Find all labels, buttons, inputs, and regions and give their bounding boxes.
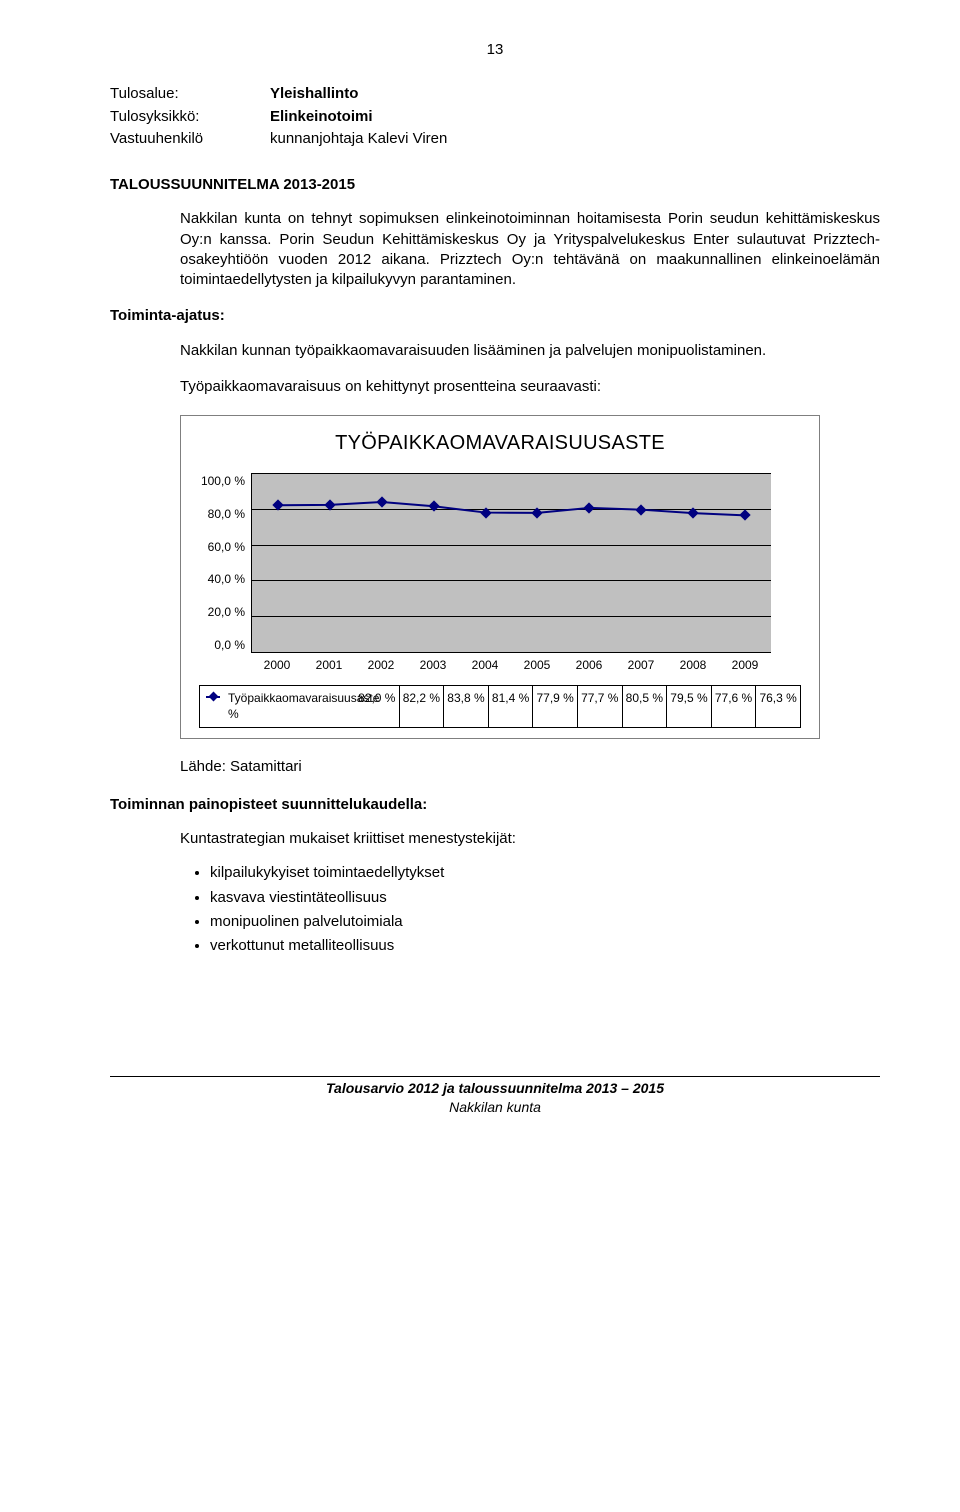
chart-plot-area — [251, 473, 771, 653]
list-item: kasvava viestintäteollisuus — [210, 888, 880, 908]
chart-y-axis: 100,0 % 80,0 % 60,0 % 40,0 % 20,0 % 0,0 … — [199, 473, 251, 653]
x-tick: 2007 — [615, 657, 667, 673]
paragraph: Nakkilan kunnan työpaikkaomavaraisuuden … — [180, 341, 880, 361]
legend-value: 80,5 % — [623, 685, 668, 727]
x-tick: 2006 — [563, 657, 615, 673]
footer-line-2: Nakkilan kunta — [110, 1098, 880, 1117]
list-item: monipuolinen palvelutoimiala — [210, 912, 880, 932]
section-heading-plan: TALOUSSUUNNITELMA 2013-2015 — [110, 175, 880, 195]
legend-value: 82,2 % — [400, 685, 445, 727]
def-value: kunnanjohtaja Kalevi Viren — [270, 129, 447, 149]
x-tick: 2005 — [511, 657, 563, 673]
y-tick: 60,0 % — [208, 539, 245, 555]
chart-title: TYÖPAIKKAOMAVARAISUUSASTE — [199, 430, 801, 457]
legend-series-label: Työpaikkaomavaraisuusaste % — [199, 685, 355, 727]
section-heading-priorities: Toiminnan painopisteet suunnittelukaudel… — [110, 795, 880, 815]
y-tick: 0,0 % — [214, 637, 245, 653]
legend-value: 76,3 % — [756, 685, 801, 727]
legend-value: 77,6 % — [712, 685, 757, 727]
list-item: kilpailukykyiset toimintaedellytykset — [210, 863, 880, 883]
legend-value: 77,9 % — [533, 685, 578, 727]
def-row: Tulosalue: Yleishallinto — [110, 84, 880, 104]
def-value: Elinkeinotoimi — [270, 107, 373, 127]
legend-value: 81,4 % — [489, 685, 534, 727]
chart-source: Lähde: Satamittari — [180, 757, 880, 777]
footer-line-1: Talousarvio 2012 ja taloussuunnitelma 20… — [110, 1079, 880, 1098]
y-tick: 20,0 % — [208, 604, 245, 620]
x-tick: 2000 — [251, 657, 303, 673]
x-tick: 2003 — [407, 657, 459, 673]
paragraph: Työpaikkaomavaraisuus on kehittynyt pros… — [180, 377, 880, 397]
legend-value: 83,8 % — [444, 685, 489, 727]
list-item: verkottunut metalliteollisuus — [210, 936, 880, 956]
x-tick: 2001 — [303, 657, 355, 673]
chart-legend-row: Työpaikkaomavaraisuusaste % 82,0 % 82,2 … — [199, 685, 801, 727]
y-tick: 40,0 % — [208, 571, 245, 587]
x-tick: 2002 — [355, 657, 407, 673]
def-row: Tulosyksikkö: Elinkeinotoimi — [110, 107, 880, 127]
section-heading-mission: Toiminta-ajatus: — [110, 306, 880, 326]
bullet-list: kilpailukykyiset toimintaedellytykset ka… — [210, 863, 880, 956]
definition-list: Tulosalue: Yleishallinto Tulosyksikkö: E… — [110, 84, 880, 149]
def-label: Tulosyksikkö: — [110, 107, 270, 127]
def-label: Tulosalue: — [110, 84, 270, 104]
legend-value: 79,5 % — [667, 685, 712, 727]
legend-value: 77,7 % — [578, 685, 623, 727]
chart-x-axis: 2000 2001 2002 2003 2004 2005 2006 2007 … — [251, 657, 771, 673]
def-value: Yleishallinto — [270, 84, 358, 104]
x-tick: 2004 — [459, 657, 511, 673]
chart-container: TYÖPAIKKAOMAVARAISUUSASTE 100,0 % 80,0 %… — [180, 415, 820, 739]
paragraph: Kuntastrategian mukaiset kriittiset mene… — [180, 829, 880, 849]
page-number: 13 — [110, 40, 880, 60]
def-row: Vastuuhenkilö kunnanjohtaja Kalevi Viren — [110, 129, 880, 149]
def-label: Vastuuhenkilö — [110, 129, 270, 149]
y-tick: 80,0 % — [208, 506, 245, 522]
x-tick: 2009 — [719, 657, 771, 673]
paragraph: Nakkilan kunta on tehnyt sopimuksen elin… — [180, 209, 880, 290]
chart-plot-wrap: 100,0 % 80,0 % 60,0 % 40,0 % 20,0 % 0,0 … — [199, 473, 801, 653]
y-tick: 100,0 % — [201, 473, 245, 489]
page-footer: Talousarvio 2012 ja taloussuunnitelma 20… — [110, 1076, 880, 1117]
x-tick: 2008 — [667, 657, 719, 673]
